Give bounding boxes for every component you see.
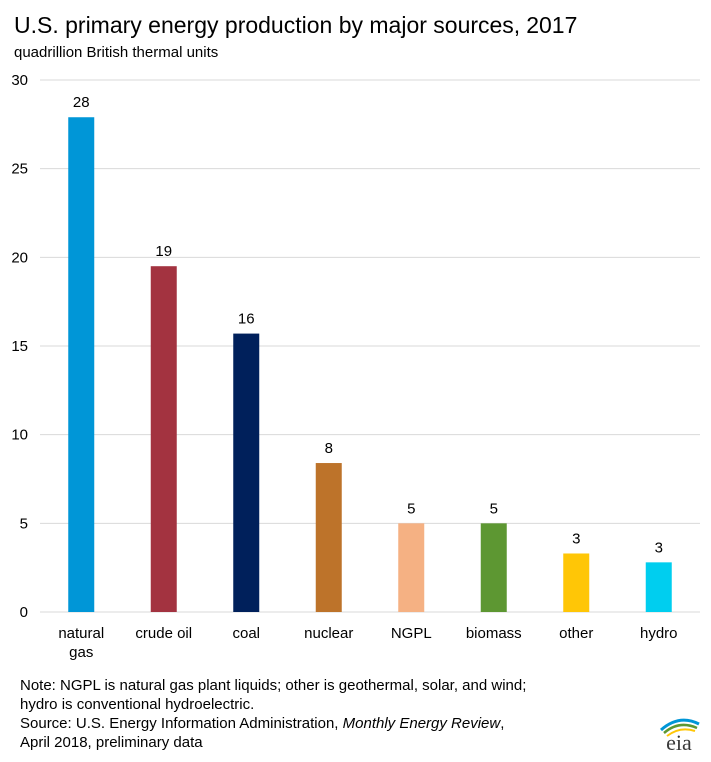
source-publication: Monthly Energy Review bbox=[342, 715, 501, 732]
x-tick-label: natural gas bbox=[58, 625, 104, 661]
gridlines bbox=[40, 79, 700, 613]
bar bbox=[315, 463, 342, 612]
bar bbox=[563, 553, 590, 612]
data-label: 16 bbox=[238, 311, 255, 328]
data-label: 3 bbox=[572, 530, 580, 547]
y-tick-label: 5 bbox=[20, 515, 28, 532]
x-tick-label: coal bbox=[232, 625, 260, 642]
source-line: Source: U.S. Energy Information Administ… bbox=[20, 714, 526, 733]
x-tick-label: crude oil bbox=[135, 625, 192, 642]
chart-notes: Note: NGPL is natural gas plant liquids;… bbox=[20, 676, 526, 752]
x-tick-label: biomass bbox=[466, 625, 522, 642]
y-tick-label: 25 bbox=[11, 161, 28, 178]
logo-text: eia bbox=[666, 730, 692, 752]
data-label: 5 bbox=[407, 500, 415, 517]
source-prefix: Source: U.S. Energy Information Administ… bbox=[20, 715, 343, 732]
y-tick-label: 15 bbox=[11, 338, 28, 355]
y-tick-label: 30 bbox=[11, 72, 28, 89]
x-axis: natural gas crude oil coal nuclear NGPL biomas… bbox=[58, 625, 677, 661]
bar bbox=[68, 117, 95, 613]
chart-title-year: 2017 bbox=[526, 12, 578, 38]
y-axis: 0 5 10 15 20 25 30 bbox=[11, 72, 28, 621]
bar bbox=[150, 266, 177, 612]
chart-title: U.S. primary energy production by major … bbox=[14, 12, 577, 39]
bar-chart: 0 5 10 15 20 25 30 28 19 16 8 5 5 3 3 natural gas crude… bbox=[11, 72, 700, 661]
bars bbox=[68, 117, 672, 613]
x-tick-label: nuclear bbox=[304, 625, 353, 642]
data-label: 3 bbox=[655, 539, 663, 556]
x-tick-label: other bbox=[559, 625, 593, 642]
logo-arc-blue bbox=[660, 718, 700, 732]
y-tick-label: 20 bbox=[11, 249, 28, 266]
data-label: 8 bbox=[325, 440, 333, 457]
chart-title-text: U.S. primary energy production by major … bbox=[14, 12, 521, 38]
bar bbox=[398, 523, 425, 612]
x-tick-label: NGPL bbox=[391, 625, 432, 642]
note-line-1: Note: NGPL is natural gas plant liquids;… bbox=[20, 677, 527, 694]
data-labels: 28 19 16 8 5 5 3 3 bbox=[73, 94, 663, 556]
note-line-2: hydro is conventional hydroelectric. bbox=[20, 696, 255, 713]
bar bbox=[645, 562, 672, 612]
eia-logo: eia bbox=[660, 718, 700, 752]
chart-subtitle: quadrillion British thermal units bbox=[14, 44, 219, 61]
logo-arc-green bbox=[663, 723, 698, 734]
x-tick-label: hydro bbox=[640, 625, 678, 642]
data-label: 28 bbox=[73, 94, 90, 111]
y-tick-label: 10 bbox=[11, 427, 28, 444]
source-suffix: , bbox=[500, 715, 505, 732]
data-label: 5 bbox=[490, 500, 498, 517]
bar bbox=[480, 523, 507, 612]
data-label: 19 bbox=[155, 243, 172, 260]
y-tick-label: 0 bbox=[20, 604, 28, 621]
logo-arc-yellow bbox=[666, 728, 696, 737]
bar bbox=[233, 333, 260, 612]
note-line-4: April 2018, preliminary data bbox=[20, 734, 203, 751]
